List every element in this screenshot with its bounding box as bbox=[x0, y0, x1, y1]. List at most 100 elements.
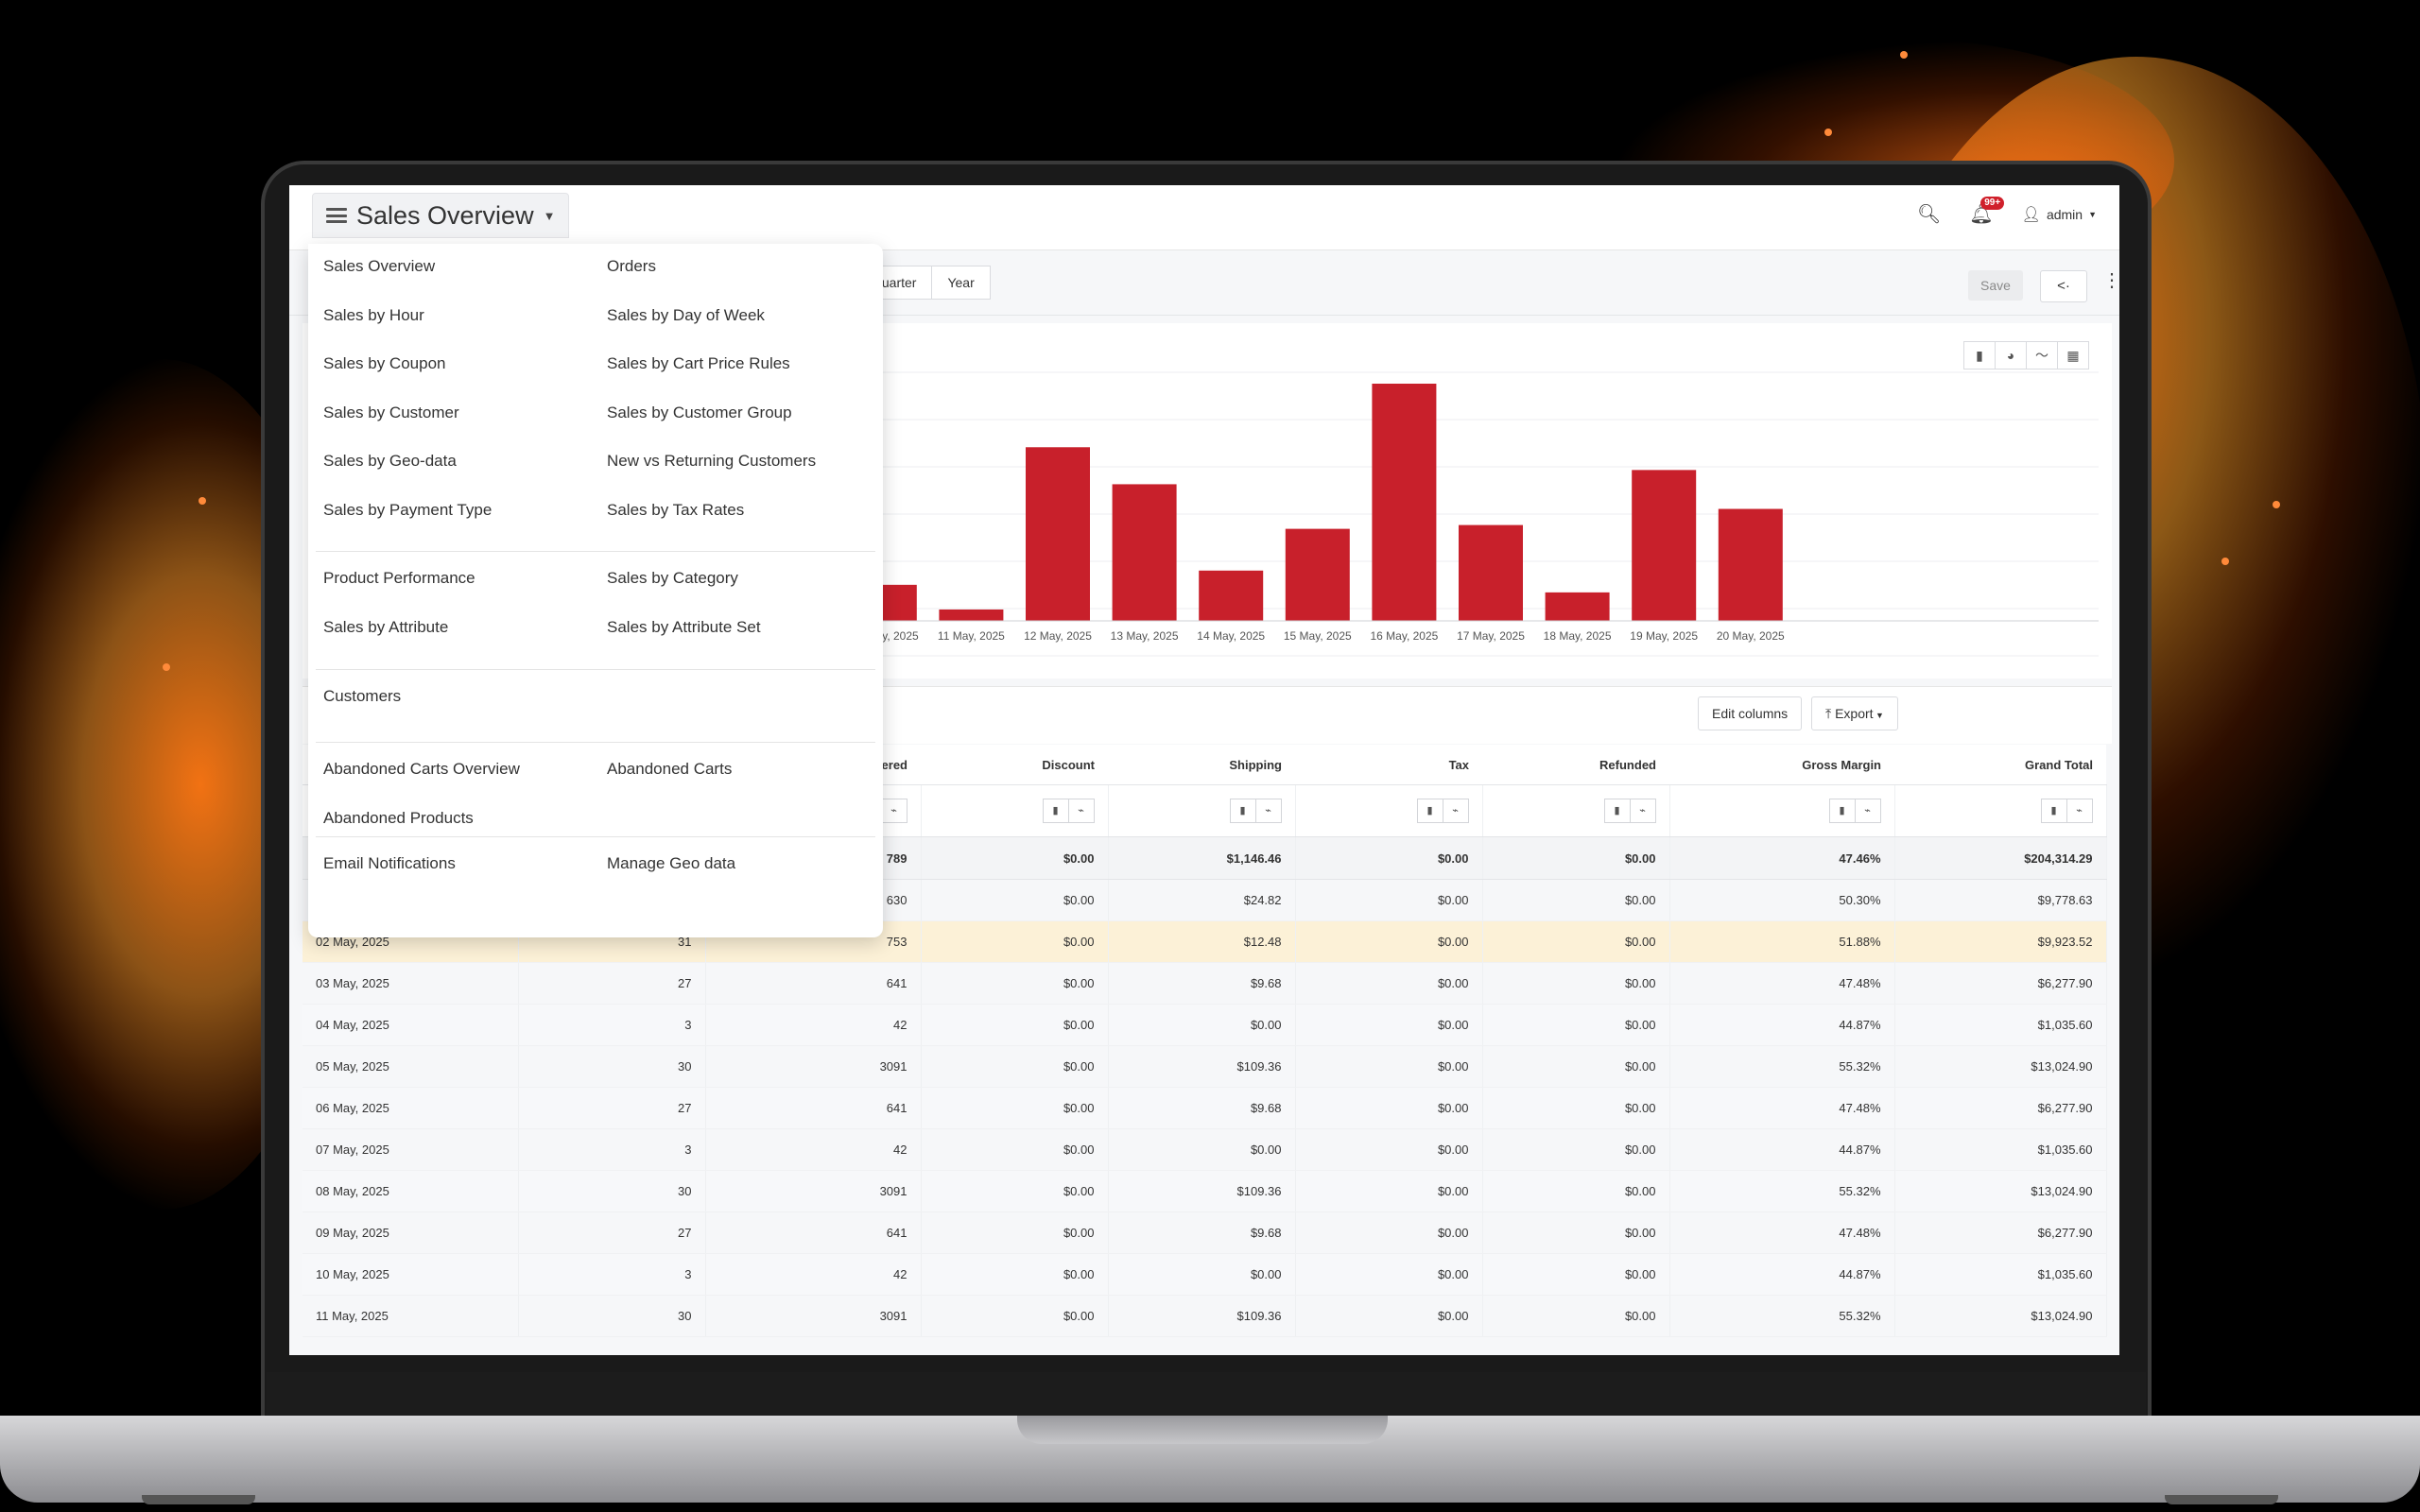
menu-item-sales-by-category[interactable]: Sales by Category bbox=[607, 569, 738, 587]
menu-item-new-vs-returning-customers[interactable]: New vs Returning Customers bbox=[607, 452, 817, 470]
total-cell: $1,146.46 bbox=[1108, 836, 1296, 880]
column-header[interactable]: Discount bbox=[921, 745, 1108, 785]
edit-columns-button[interactable]: Edit columns bbox=[1698, 696, 1803, 730]
bar-chart-icon[interactable]: ▮ bbox=[1042, 799, 1069, 823]
export-button[interactable]: ⤒ Export ▼ bbox=[1811, 696, 1898, 730]
table-row[interactable]: 07 May, 2025 3 42 $0.00 $0.00 $0.00 $0.00 44.87… bbox=[302, 1128, 2107, 1171]
chart-bar[interactable] bbox=[1372, 384, 1437, 621]
sparkline-icon[interactable]: ⌁ bbox=[1629, 799, 1656, 823]
menu-item-sales-overview[interactable]: Sales Overview bbox=[323, 257, 436, 275]
chart-bar[interactable] bbox=[1199, 570, 1264, 621]
menu-item-sales-by-payment-type[interactable]: Sales by Payment Type bbox=[323, 500, 493, 519]
table-cell: $0.00 bbox=[1295, 920, 1483, 963]
menu-item-manage-geo-data[interactable]: Manage Geo data bbox=[607, 854, 736, 872]
caret-down-icon: ▼ bbox=[2088, 209, 2097, 219]
chart-bar[interactable] bbox=[1545, 592, 1610, 621]
menu-item-sales-by-tax-rates[interactable]: Sales by Tax Rates bbox=[607, 500, 745, 519]
bar-chart-icon[interactable]: ▮ bbox=[1963, 341, 1996, 369]
menu-item-sales-by-day-of-week[interactable]: Sales by Day of Week bbox=[607, 305, 765, 324]
more-options-icon[interactable]: ⋮ bbox=[2102, 270, 2119, 291]
table-row[interactable]: 06 May, 2025 27 641 $0.00 $9.68 $0.00 $0.00 47.… bbox=[302, 1087, 2107, 1129]
background-dot bbox=[199, 497, 206, 505]
table-view-icon[interactable]: ▦ bbox=[2057, 341, 2089, 369]
sparkline-icon[interactable]: ⌁ bbox=[1854, 799, 1881, 823]
table-row[interactable]: 03 May, 2025 27 641 $0.00 $9.68 $0.00 $0.00 47.… bbox=[302, 962, 2107, 1005]
menu-item-sales-by-customer-group[interactable]: Sales by Customer Group bbox=[607, 403, 792, 421]
chart-bar[interactable] bbox=[939, 609, 1004, 621]
table-cell: $6,277.90 bbox=[1894, 962, 2107, 1005]
total-cell: $0.00 bbox=[1482, 836, 1670, 880]
table-cell: 3 bbox=[518, 1004, 706, 1046]
menu-item-abandoned-products[interactable]: Abandoned Products bbox=[323, 808, 474, 827]
column-header[interactable]: Grand Total bbox=[1894, 745, 2106, 785]
chart-bar[interactable] bbox=[1026, 447, 1090, 621]
period-year-button[interactable]: Year bbox=[931, 266, 991, 300]
table-cell: $13,024.90 bbox=[1894, 1045, 2107, 1088]
share-button[interactable]: <· bbox=[2040, 270, 2087, 302]
top-icons: 🔍︎ 🔔︎ 99+ 👤︎ admin ▼ bbox=[1916, 197, 2097, 226]
bar-chart-icon[interactable]: ▮ bbox=[1229, 799, 1256, 823]
chart-bar[interactable] bbox=[1112, 484, 1177, 621]
search-icon[interactable]: 🔍︎ bbox=[1916, 204, 1942, 225]
menu-item-abandoned-carts-overview[interactable]: Abandoned Carts Overview bbox=[323, 760, 520, 778]
column-header[interactable]: Tax bbox=[1295, 745, 1482, 785]
column-header[interactable]: Gross Margin bbox=[1669, 745, 1894, 785]
table-cell: $0.00 bbox=[921, 1128, 1109, 1171]
table-cell: $0.00 bbox=[1482, 1087, 1670, 1129]
table-row[interactable]: 09 May, 2025 27 641 $0.00 $9.68 $0.00 $0.00 47.… bbox=[302, 1211, 2107, 1254]
pie-chart-icon[interactable]: ◕ bbox=[1995, 341, 2027, 369]
total-cell: 47.46% bbox=[1669, 836, 1895, 880]
background-dot bbox=[163, 663, 170, 671]
notification-badge: 99+ bbox=[1980, 197, 2005, 210]
sparkline-icon[interactable]: ⌁ bbox=[1254, 799, 1282, 823]
sparkline-icon[interactable]: ⌁ bbox=[1442, 799, 1469, 823]
chart-bar[interactable] bbox=[1459, 524, 1523, 621]
chart-bar[interactable] bbox=[1632, 470, 1697, 621]
table-row[interactable]: 05 May, 2025 30 3091 $0.00 $109.36 $0.00 $0.00… bbox=[302, 1045, 2107, 1088]
table-cell: 51.88% bbox=[1669, 920, 1895, 963]
user-menu-button[interactable]: 👤︎ admin ▼ bbox=[2022, 205, 2097, 224]
column-header[interactable]: Shipping bbox=[1108, 745, 1295, 785]
save-button[interactable]: Save bbox=[1968, 270, 2023, 301]
menu-item-sales-by-geo-data[interactable]: Sales by Geo-data bbox=[323, 452, 457, 470]
user-name: admin bbox=[2046, 206, 2083, 222]
table-cell: 11 May, 2025 bbox=[302, 1295, 519, 1337]
sparkline-icon[interactable]: ⌁ bbox=[1067, 799, 1095, 823]
background-dot bbox=[1824, 129, 1832, 136]
sparkline-icon[interactable]: ⌁ bbox=[880, 799, 908, 823]
menu-item-sales-by-attribute-set[interactable]: Sales by Attribute Set bbox=[607, 617, 761, 636]
bar-chart-icon[interactable]: ▮ bbox=[1416, 799, 1443, 823]
sparkline-icon[interactable]: ⌁ bbox=[2066, 799, 2093, 823]
table-cell: $0.00 bbox=[1295, 1004, 1483, 1046]
menu-item-email-notifications[interactable]: Email Notifications bbox=[323, 854, 456, 872]
bar-chart-icon[interactable]: ▮ bbox=[2040, 799, 2067, 823]
table-cell: $24.82 bbox=[1108, 879, 1296, 921]
total-cell: $0.00 bbox=[1295, 836, 1483, 880]
table-cell: 42 bbox=[705, 1253, 922, 1296]
menu-item-sales-by-customer[interactable]: Sales by Customer bbox=[323, 403, 459, 421]
menu-item-sales-by-coupon[interactable]: Sales by Coupon bbox=[323, 354, 446, 372]
column-chart-toggle: ▮⌁ bbox=[1042, 799, 1095, 823]
table-cell: 47.48% bbox=[1669, 1087, 1895, 1129]
table-row[interactable]: 04 May, 2025 3 42 $0.00 $0.00 $0.00 $0.00 44.87… bbox=[302, 1004, 2107, 1046]
chart-bar[interactable] bbox=[1718, 508, 1783, 621]
menu-item-sales-by-hour[interactable]: Sales by Hour bbox=[323, 305, 424, 324]
menu-item-product-performance[interactable]: Product Performance bbox=[323, 569, 475, 587]
line-chart-icon[interactable]: 〜 bbox=[2026, 341, 2058, 369]
table-row[interactable]: 10 May, 2025 3 42 $0.00 $0.00 $0.00 $0.00 44.87… bbox=[302, 1253, 2107, 1296]
menu-item-sales-by-cart-price-rules[interactable]: Sales by Cart Price Rules bbox=[607, 354, 790, 372]
menu-item-customers[interactable]: Customers bbox=[323, 687, 402, 705]
table-row[interactable]: 11 May, 2025 30 3091 $0.00 $109.36 $0.00 $0.00… bbox=[302, 1295, 2107, 1337]
notifications-button[interactable]: 🔔︎ 99+ bbox=[1969, 197, 2005, 226]
bar-chart-icon[interactable]: ▮ bbox=[1603, 799, 1631, 823]
column-header[interactable]: Refunded bbox=[1482, 745, 1669, 785]
chart-bar[interactable] bbox=[1285, 528, 1350, 621]
table-row[interactable]: 08 May, 2025 30 3091 $0.00 $109.36 $0.00 $0.00… bbox=[302, 1170, 2107, 1212]
table-cell: $0.00 bbox=[1482, 1211, 1670, 1254]
bar-chart-icon[interactable]: ▮ bbox=[1828, 799, 1856, 823]
menu-item-sales-by-attribute[interactable]: Sales by Attribute bbox=[323, 617, 449, 636]
table-cell: $109.36 bbox=[1108, 1045, 1296, 1088]
menu-item-orders[interactable]: Orders bbox=[607, 257, 656, 275]
menu-item-abandoned-carts[interactable]: Abandoned Carts bbox=[607, 760, 733, 778]
report-switcher-button[interactable]: Sales Overview ▼ bbox=[312, 193, 570, 238]
